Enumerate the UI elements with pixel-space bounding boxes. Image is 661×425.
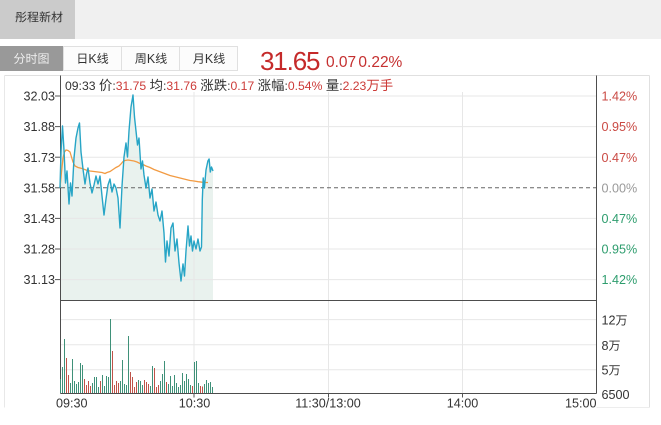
svg-text:0.00%: 0.00% <box>602 181 638 195</box>
svg-text:31.58: 31.58 <box>23 181 55 195</box>
svg-text:12: 12 <box>602 314 616 328</box>
svg-text:31.76: 31.76 <box>166 79 197 93</box>
svg-text:5: 5 <box>602 363 609 377</box>
svg-text:09:30: 09:30 <box>56 397 88 411</box>
svg-text:0.95%: 0.95% <box>602 120 638 134</box>
svg-text::: : <box>339 79 342 93</box>
svg-text:1.42%: 1.42% <box>602 273 638 287</box>
svg-text::: : <box>227 79 230 93</box>
svg-text:15:00: 15:00 <box>565 397 597 411</box>
svg-text:0.17: 0.17 <box>231 79 255 93</box>
svg-text:09:33: 09:33 <box>65 79 96 93</box>
svg-text:11:30/13:00: 11:30/13:00 <box>295 397 361 411</box>
svg-text:31.88: 31.88 <box>23 120 55 134</box>
svg-text:10:30: 10:30 <box>179 397 211 411</box>
svg-text:32.03: 32.03 <box>23 90 55 104</box>
svg-text::: : <box>112 79 115 93</box>
svg-text::: : <box>163 79 166 93</box>
svg-text:31.75: 31.75 <box>116 79 147 93</box>
svg-text:0.95%: 0.95% <box>602 243 638 257</box>
svg-text:31.28: 31.28 <box>23 243 55 257</box>
svg-text:8: 8 <box>602 339 609 353</box>
svg-text:31.13: 31.13 <box>23 273 55 287</box>
svg-text:K: K <box>88 52 97 66</box>
svg-text:0.47%: 0.47% <box>602 212 638 226</box>
svg-text:K: K <box>205 52 214 66</box>
svg-text:31.43: 31.43 <box>23 212 55 226</box>
svg-text:1.42%: 1.42% <box>602 90 638 104</box>
svg-text:31.73: 31.73 <box>23 151 55 165</box>
svg-text:0.54%: 0.54% <box>288 79 323 93</box>
svg-text:6500: 6500 <box>602 388 630 402</box>
svg-text:K: K <box>147 52 156 66</box>
svg-text:2.23: 2.23 <box>343 79 367 93</box>
svg-text:0.47%: 0.47% <box>602 151 638 165</box>
svg-text:14:00: 14:00 <box>447 397 479 411</box>
svg-text::: : <box>284 79 287 93</box>
